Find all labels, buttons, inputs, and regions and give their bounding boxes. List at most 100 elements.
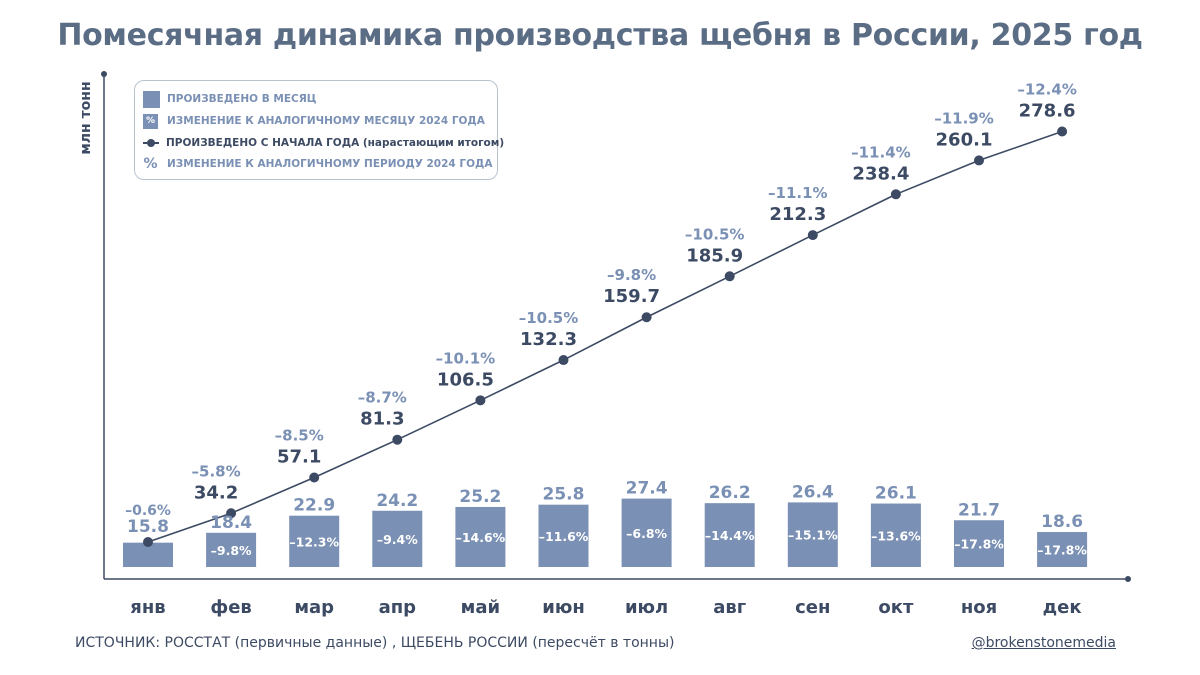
bar-value-label: 18.4 <box>210 513 252 533</box>
legend-item-monthly-change: % ИЗМЕНЕНИЕ К АНАЛОГИЧНОМУ МЕСЯЦУ 2024 Г… <box>143 111 485 131</box>
bar-value-label: 26.2 <box>709 483 751 503</box>
x-tick-label: фев <box>210 597 251 618</box>
cumulative-point-дек <box>1057 126 1068 137</box>
x-axis-end-dot <box>1125 576 1131 582</box>
cumulative-point-сен <box>807 230 818 241</box>
line-series <box>143 126 1068 547</box>
cumulative-change-label: –8.7% <box>358 389 407 407</box>
bar-change-label: –12.3% <box>289 534 339 549</box>
cumulative-point-мар <box>309 472 320 483</box>
cumulative-change-label: –5.8% <box>192 462 241 480</box>
bar-value-label: 26.1 <box>875 484 917 504</box>
cumulative-point-окт <box>890 189 901 200</box>
cumulative-change-label: –8.5% <box>275 426 324 444</box>
cumulative-change-label: –10.1% <box>436 349 496 367</box>
bar-series <box>123 498 1088 567</box>
cumulative-change-label: –11.1% <box>768 184 828 202</box>
legend-item-cumulative: ПРОИЗВЕДЕНО С НАЧАЛА ГОДА (нарастающим и… <box>143 133 504 153</box>
legend-label: ПРОИЗВЕДЕНО С НАЧАЛА ГОДА (нарастающим и… <box>166 137 505 149</box>
cumulative-value-label: 238.4 <box>852 163 909 184</box>
x-tick-label: июл <box>625 597 668 618</box>
bar-апр <box>372 510 423 567</box>
cumulative-change-label: –9.8% <box>607 266 656 284</box>
legend-label: ИЗМЕНЕНИЕ К АНАЛОГИЧНОМУ ПЕРИОДУ 2024 ГО… <box>167 158 493 170</box>
bar-value-label: 18.6 <box>1041 512 1083 532</box>
cumulative-value-label: 185.9 <box>686 245 743 266</box>
cumulative-point-июл <box>641 312 652 323</box>
data-labels: янв 15.8–0.6% фев 18.4 –9.8% мар 22.9 –12.3% апр… <box>125 81 1087 618</box>
bar-change-label: –6.8% <box>626 526 667 541</box>
bar-change-label: –17.8% <box>954 537 1004 552</box>
axes <box>101 71 1131 582</box>
bar-change-label: –14.4% <box>705 528 755 543</box>
cumulative-point-июн <box>558 355 569 366</box>
bar-сен <box>787 502 838 567</box>
bar-value-label: 24.2 <box>376 491 418 511</box>
cumulative-value-label: 57.1 <box>277 446 321 467</box>
x-tick-label: янв <box>130 597 165 618</box>
legend-item-cumulative-change: % ИЗМЕНЕНИЕ К АНАЛОГИЧНОМУ ПЕРИОДУ 2024 … <box>143 154 492 174</box>
x-tick-label: ноя <box>961 597 997 618</box>
cumulative-point-апр <box>392 434 403 445</box>
cumulative-point-фев <box>226 508 237 519</box>
cumulative-change-label: –11.4% <box>851 143 911 161</box>
cumulative-value-label: 278.6 <box>1019 101 1076 122</box>
bar-change-label: –13.6% <box>871 528 921 543</box>
legend-label: ПРОИЗВЕДЕНО В МЕСЯЦ <box>167 93 317 105</box>
cumulative-point-янв <box>143 537 153 547</box>
legend: ПРОИЗВЕДЕНО В МЕСЯЦ % ИЗМЕНЕНИЕ К АНАЛОГ… <box>134 80 504 180</box>
legend-swatch-percent-box: % <box>143 113 158 129</box>
bar-value-label: 27.4 <box>626 479 668 499</box>
bar-мар <box>289 515 340 567</box>
bar-июл <box>621 498 672 567</box>
x-tick-label: окт <box>878 597 914 618</box>
x-tick-label: апр <box>379 597 417 618</box>
author-handle-link[interactable]: @brokenstonemedia <box>971 635 1116 651</box>
bar-change-label: –14.6% <box>456 530 506 545</box>
cumulative-point-ноя <box>974 155 984 166</box>
legend-label: ИЗМЕНЕНИЕ К АНАЛОГИЧНОМУ МЕСЯЦУ 2024 ГОД… <box>167 115 485 127</box>
cumulative-value-label: 260.1 <box>936 129 993 150</box>
bar-фев <box>206 532 257 567</box>
bar-change-label: –11.6% <box>539 529 589 544</box>
cumulative-value-label: 81.3 <box>360 409 404 430</box>
bar-value-label: 25.2 <box>459 487 501 507</box>
y-axis-label: млн тонн <box>78 81 94 154</box>
x-tick-label: мар <box>294 597 334 618</box>
cumulative-value-label: 159.7 <box>603 286 660 307</box>
cumulative-value-label: 34.2 <box>194 482 238 503</box>
bar-авг <box>704 503 755 567</box>
cumulative-point-май <box>475 395 486 406</box>
bar-change-label: –15.1% <box>788 528 838 543</box>
bar-май <box>455 506 506 567</box>
bar-change-label: –0.6% <box>125 503 171 519</box>
legend-swatch-line <box>143 138 159 148</box>
bar-change-label: –9.4% <box>377 532 418 547</box>
x-tick-label: авг <box>713 597 746 618</box>
bar-ноя <box>954 520 1004 567</box>
bar-change-label: –17.8% <box>1037 543 1087 558</box>
cumulative-point-авг <box>724 271 735 282</box>
cumulative-change-label: –11.9% <box>934 109 994 127</box>
bar-июн <box>538 504 589 567</box>
legend-swatch-bar <box>143 90 160 108</box>
cumulative-value-label: 212.3 <box>769 204 826 225</box>
legend-item-monthly: ПРОИЗВЕДЕНО В МЕСЯЦ <box>143 89 317 109</box>
cumulative-change-label: –10.5% <box>519 309 579 327</box>
cumulative-change-label: –10.5% <box>685 225 745 243</box>
bar-value-label: 22.9 <box>293 496 335 516</box>
bar-value-label: 21.7 <box>958 500 1000 520</box>
chart-title: Помесячная динамика производства щебня в… <box>57 18 1143 53</box>
x-tick-label: май <box>461 597 500 618</box>
cumulative-change-label: –12.4% <box>1017 81 1077 99</box>
x-tick-label: июн <box>542 597 585 618</box>
x-tick-label: сен <box>795 597 830 618</box>
bar-value-label: 26.4 <box>792 482 834 502</box>
bar-change-label: –9.8% <box>211 543 252 558</box>
cumulative-value-label: 132.3 <box>520 329 577 350</box>
cumulative-line <box>147 130 1063 543</box>
bar-дек <box>1037 532 1088 567</box>
x-tick-label: дек <box>1043 597 1082 618</box>
cumulative-value-label: 106.5 <box>437 369 494 390</box>
